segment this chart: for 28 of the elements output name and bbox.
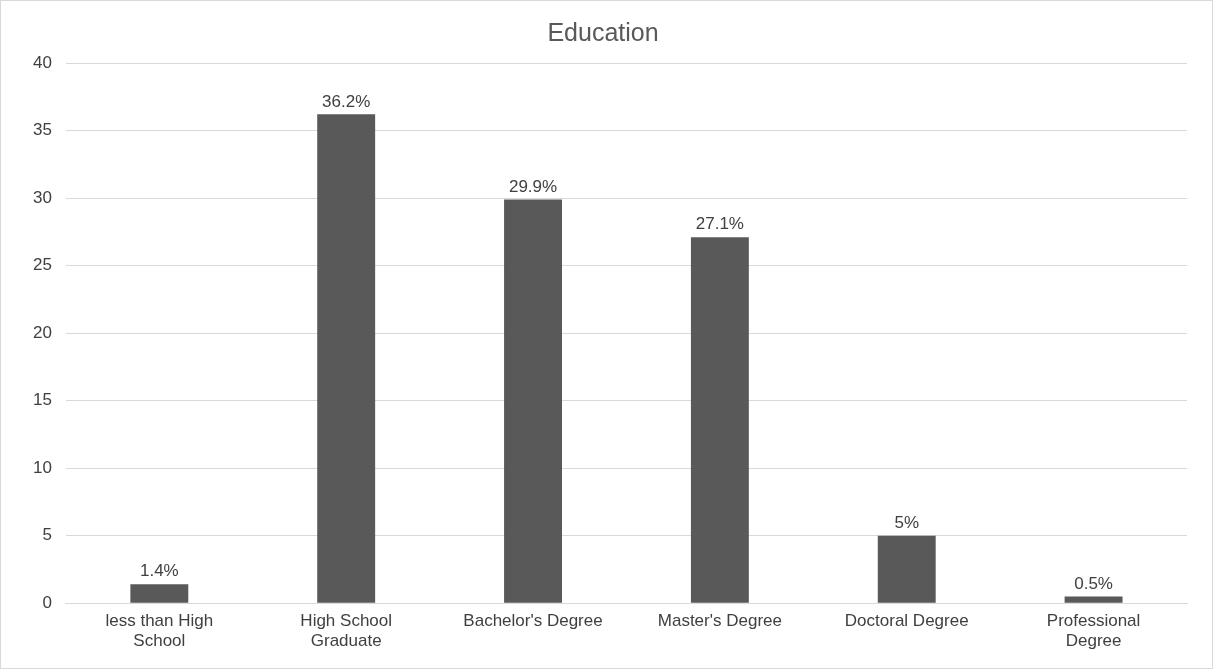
x-tick-label: Doctoral Degree <box>844 611 969 631</box>
data-label: 1.4% <box>139 561 179 581</box>
bar <box>130 584 189 603</box>
bar <box>877 535 936 603</box>
y-tick-label: 15 <box>32 390 52 410</box>
x-tick-label: Bachelor's Degree <box>463 611 603 631</box>
chart-title: Education <box>547 17 659 46</box>
y-tick-label: 35 <box>32 120 52 140</box>
data-label: 36.2% <box>322 91 371 111</box>
y-tick-label: 20 <box>32 322 52 342</box>
x-tick-label: less than High School <box>105 611 214 651</box>
bar <box>1064 596 1123 603</box>
bar <box>690 237 749 603</box>
bar <box>504 199 562 603</box>
data-label: 27.1% <box>695 214 744 234</box>
data-label: 29.9% <box>508 176 558 196</box>
data-label: 0.5% <box>1074 573 1113 593</box>
y-tick-label: 0 <box>42 592 52 612</box>
y-tick-label: 30 <box>32 187 52 207</box>
x-tick-label: Master's Degree <box>657 611 782 631</box>
y-tick-label: 5 <box>42 525 52 545</box>
y-tick-label: 10 <box>32 457 52 477</box>
y-tick-label: 40 <box>32 52 52 72</box>
x-tick-label: Professional Degree <box>1046 611 1141 651</box>
y-tick-label: 25 <box>32 255 52 275</box>
x-tick-label: High School Graduate <box>300 611 393 651</box>
bar <box>317 114 376 603</box>
data-label: 5% <box>894 512 920 532</box>
